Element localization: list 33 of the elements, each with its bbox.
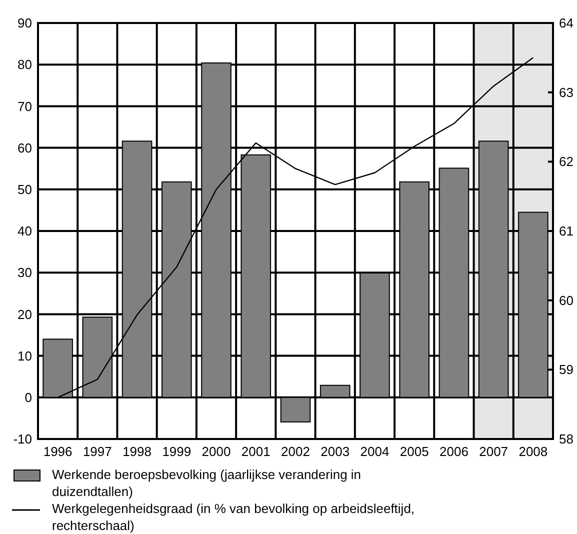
y2-tick-label: 62 [559, 154, 574, 170]
y-tick-label: 40 [18, 224, 32, 239]
y2-tick-label: 59 [559, 362, 574, 378]
y2-tick-label: 61 [559, 224, 574, 239]
y-tick-label: 70 [18, 98, 32, 114]
x-tick-label: 2007 [479, 444, 508, 459]
x-tick-label: 2000 [202, 444, 231, 459]
x-tick-label: 2003 [320, 444, 350, 459]
y2-tick-label: 58 [559, 432, 574, 447]
y-tick-label: 10 [18, 348, 32, 364]
x-tick-label: 2008 [518, 444, 548, 459]
x-tick-label: 1999 [162, 444, 192, 459]
y-tick-label: -10 [13, 432, 32, 447]
y-tick-label: 0 [24, 390, 32, 405]
legend-label: Werkgelegenheidsgraad (in % van bevolking op arbeidsleeftijd, rechterschaal) [52, 501, 415, 533]
x-tick-label: 1996 [43, 444, 72, 459]
x-tick-label: 2001 [241, 444, 270, 459]
legend-label: Werkende beroepsbevolking (jaarlijkse verandering in duizendtallen) [52, 467, 362, 499]
y2-tick-label: 63 [559, 84, 574, 100]
x-tick-label: 2006 [440, 444, 468, 459]
y2-tick-label: 64 [559, 16, 574, 31]
y2-tick-label: 60 [559, 292, 574, 308]
x-tick-label: 2005 [400, 444, 429, 459]
y-tick-label: 90 [18, 16, 32, 31]
x-tick-label: 1998 [122, 444, 152, 459]
y-tick-label: 80 [18, 57, 32, 72]
y-tick-label: 30 [18, 265, 32, 280]
y-tick-label: 50 [18, 182, 32, 197]
x-tick-label: 2002 [281, 444, 310, 459]
x-tick-label: 1997 [82, 444, 112, 459]
y-tick-label: 20 [18, 306, 32, 322]
x-tick-label: 2004 [360, 444, 390, 459]
y-tick-label: 60 [18, 140, 32, 156]
